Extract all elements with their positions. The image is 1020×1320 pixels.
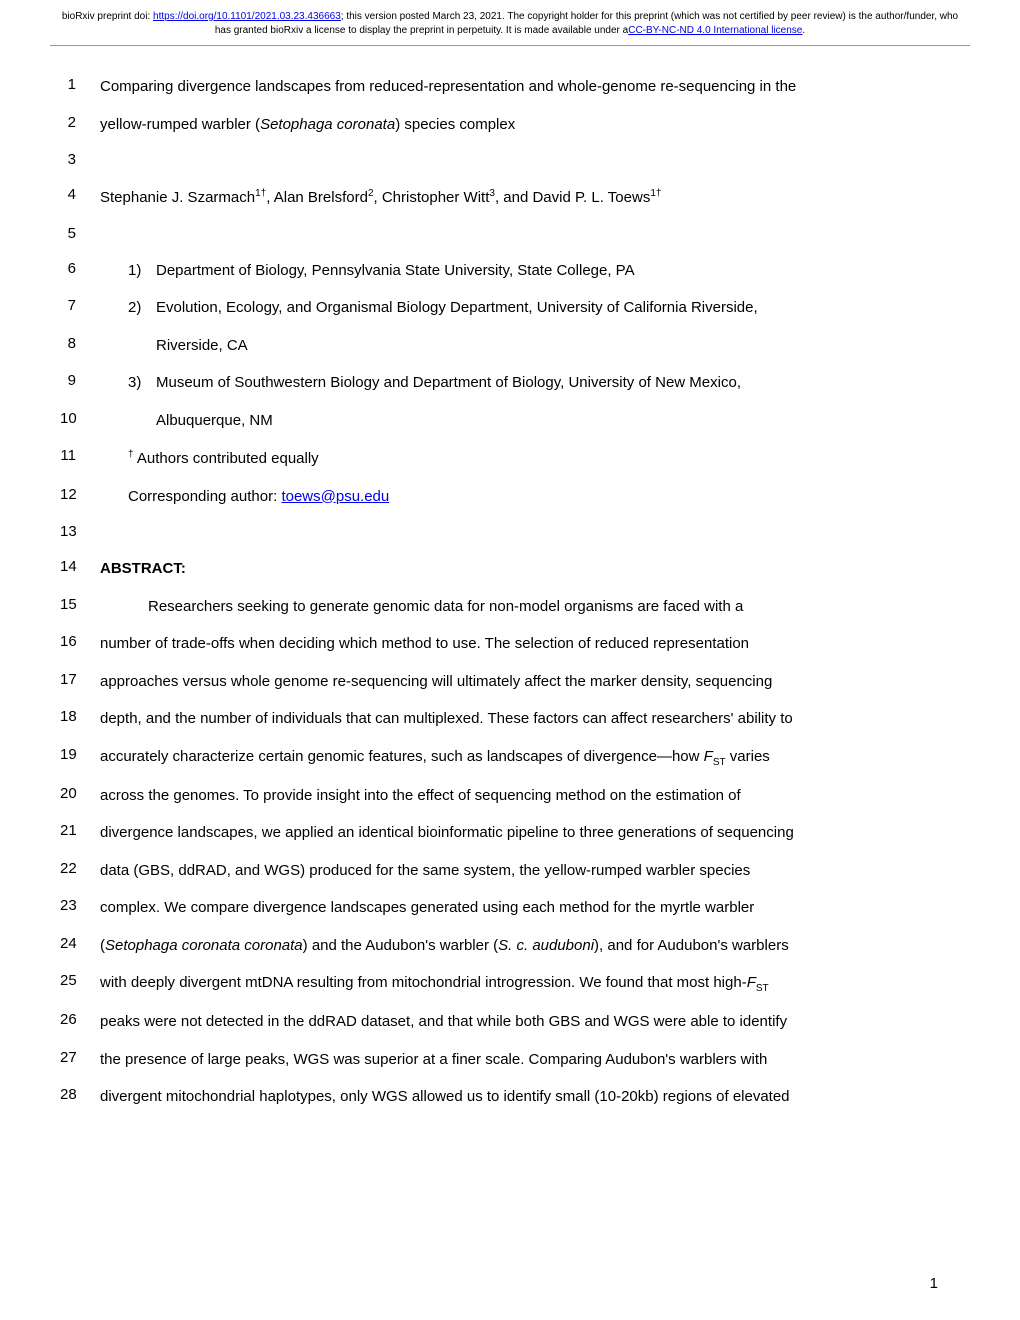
preprint-header: bioRxiv preprint doi: https://doi.org/10…: [0, 0, 1020, 45]
line-12: 12 Corresponding author: toews@psu.edu: [60, 486, 940, 509]
line-number: 12: [60, 486, 100, 503]
authors: Stephanie J. Szarmach1†, Alan Brelsford2…: [100, 186, 940, 210]
line-7: 7 2)Evolution, Ecology, and Organismal B…: [60, 297, 940, 320]
line-24: 24 (Setophaga coronata coronata) and the…: [60, 935, 940, 958]
license-link[interactable]: CC-BY-NC-ND 4.0 International license: [628, 25, 802, 36]
line-3: 3: [60, 151, 940, 171]
line-number: 5: [60, 225, 100, 242]
abstract-text: approaches versus whole genome re-sequen…: [100, 671, 940, 694]
line-6: 6 1)Department of Biology, Pennsylvania …: [60, 260, 940, 283]
abstract-text: data (GBS, ddRAD, and WGS) produced for …: [100, 860, 940, 883]
line-13: 13: [60, 523, 940, 543]
affiliation-1: 1)Department of Biology, Pennsylvania St…: [100, 260, 940, 283]
line-number: 26: [60, 1011, 100, 1028]
line-26: 26 peaks were not detected in the ddRAD …: [60, 1011, 940, 1034]
line-9: 9 3)Museum of Southwestern Biology and D…: [60, 372, 940, 395]
abstract-text: (Setophaga coronata coronata) and the Au…: [100, 935, 940, 958]
line-11: 11 † Authors contributed equally: [60, 447, 940, 471]
affiliation-2: 2)Evolution, Ecology, and Organismal Bio…: [100, 297, 940, 320]
affiliation-marker: 1†: [650, 188, 661, 199]
page-content: 1 Comparing divergence landscapes from r…: [0, 46, 1020, 1144]
line-23: 23 complex. We compare divergence landsc…: [60, 897, 940, 920]
affiliation-3: 3)Museum of Southwestern Biology and Dep…: [100, 372, 940, 395]
abstract-heading: ABSTRACT:: [100, 558, 940, 581]
line-number: 7: [60, 297, 100, 314]
line-22: 22 data (GBS, ddRAD, and WGS) produced f…: [60, 860, 940, 883]
line-18: 18 depth, and the number of individuals …: [60, 708, 940, 731]
line-number: 23: [60, 897, 100, 914]
line-25: 25 with deeply divergent mtDNA resulting…: [60, 972, 940, 996]
line-number: 11: [60, 447, 100, 464]
line-number: 3: [60, 151, 100, 168]
line-19: 19 accurately characterize certain genom…: [60, 746, 940, 770]
line-text: yellow-rumped warbler (Setophaga coronat…: [100, 114, 940, 137]
line-number: 1: [60, 76, 100, 93]
line-number: 2: [60, 114, 100, 131]
line-text: Riverside, CA: [100, 335, 940, 358]
line-8: 8 Riverside, CA: [60, 335, 940, 358]
abstract-text: divergence landscapes, we applied an ide…: [100, 822, 940, 845]
line-14: 14 ABSTRACT:: [60, 558, 940, 581]
line-number: 17: [60, 671, 100, 688]
line-2: 2 yellow-rumped warbler (Setophaga coron…: [60, 114, 940, 137]
line-number: 22: [60, 860, 100, 877]
abstract-text: with deeply divergent mtDNA resulting fr…: [100, 972, 940, 996]
line-number: 6: [60, 260, 100, 277]
fst-symbol: F: [747, 974, 756, 991]
line-number: 18: [60, 708, 100, 725]
line-number: 27: [60, 1049, 100, 1066]
fst-subscript: ST: [713, 757, 726, 768]
abstract-text: the presence of large peaks, WGS was sup…: [100, 1049, 940, 1072]
line-number: 13: [60, 523, 100, 540]
line-28: 28 divergent mitochondrial haplotypes, o…: [60, 1086, 940, 1109]
line-number: 28: [60, 1086, 100, 1103]
affiliation-marker: 1†: [255, 188, 266, 199]
line-16: 16 number of trade-offs when deciding wh…: [60, 633, 940, 656]
abstract-text: Researchers seeking to generate genomic …: [100, 596, 940, 619]
line-1: 1 Comparing divergence landscapes from r…: [60, 76, 940, 99]
fst-subscript: ST: [756, 983, 769, 994]
abstract-text: across the genomes. To provide insight i…: [100, 785, 940, 808]
line-number: 8: [60, 335, 100, 352]
line-number: 10: [60, 410, 100, 427]
corresponding-author: Corresponding author: toews@psu.edu: [100, 486, 940, 509]
line-number: 19: [60, 746, 100, 763]
page-number: 1: [930, 1275, 938, 1292]
fst-symbol: F: [704, 748, 713, 765]
line-number: 16: [60, 633, 100, 650]
line-number: 20: [60, 785, 100, 802]
abstract-text: complex. We compare divergence landscape…: [100, 897, 940, 920]
line-number: 9: [60, 372, 100, 389]
line-17: 17 approaches versus whole genome re-seq…: [60, 671, 940, 694]
species-name: Setophaga coronata coronata: [105, 937, 303, 954]
email-link[interactable]: toews@psu.edu: [281, 488, 389, 505]
line-text: Albuquerque, NM: [100, 410, 940, 433]
line-number: 25: [60, 972, 100, 989]
line-15: 15 Researchers seeking to generate genom…: [60, 596, 940, 619]
abstract-text: number of trade-offs when deciding which…: [100, 633, 940, 656]
line-number: 14: [60, 558, 100, 575]
line-10: 10 Albuquerque, NM: [60, 410, 940, 433]
line-number: 21: [60, 822, 100, 839]
line-text: Comparing divergence landscapes from red…: [100, 76, 940, 99]
equal-contribution: † Authors contributed equally: [100, 447, 940, 471]
line-5: 5: [60, 225, 940, 245]
line-27: 27 the presence of large peaks, WGS was …: [60, 1049, 940, 1072]
header-prefix: bioRxiv preprint doi:: [62, 11, 153, 22]
abstract-text: depth, and the number of individuals tha…: [100, 708, 940, 731]
abstract-text: divergent mitochondrial haplotypes, only…: [100, 1086, 940, 1109]
line-number: 15: [60, 596, 100, 613]
species-name: Setophaga coronata: [260, 116, 395, 133]
line-number: 4: [60, 186, 100, 203]
species-name: S. c. auduboni: [498, 937, 594, 954]
line-21: 21 divergence landscapes, we applied an …: [60, 822, 940, 845]
line-4: 4 Stephanie J. Szarmach1†, Alan Brelsfor…: [60, 186, 940, 210]
line-20: 20 across the genomes. To provide insigh…: [60, 785, 940, 808]
abstract-text: peaks were not detected in the ddRAD dat…: [100, 1011, 940, 1034]
abstract-text: accurately characterize certain genomic …: [100, 746, 940, 770]
line-number: 24: [60, 935, 100, 952]
doi-link[interactable]: https://doi.org/10.1101/2021.03.23.43666…: [153, 11, 341, 22]
license-suffix: .: [802, 25, 805, 36]
